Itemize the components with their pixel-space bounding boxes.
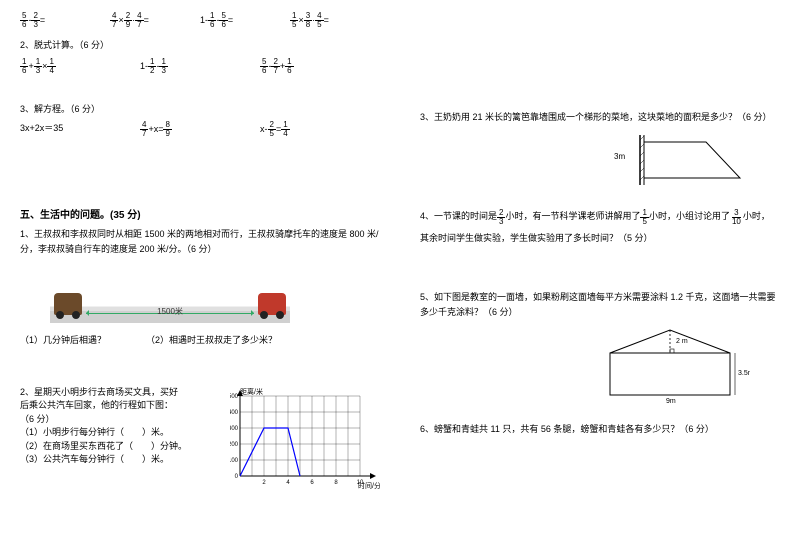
bicycle-icon xyxy=(54,293,82,315)
svg-text:200: 200 xyxy=(230,442,239,448)
q2-line4: （1）小明步行每分钟行（ ）米。 xyxy=(20,426,224,440)
q2-line5: （2）在商场里买东西花了（ ）分钟。 xyxy=(20,440,224,454)
svg-text:9m: 9m xyxy=(666,398,676,405)
svg-text:300: 300 xyxy=(230,426,239,432)
question-4-l2: 其余时间学生做实验，学生做实验用了多长时间？（5 分） xyxy=(420,232,780,245)
chart-xlabel: 时间/分 xyxy=(358,481,380,490)
expr-2c: 56-27+16 xyxy=(260,58,380,75)
svg-text:0: 0 xyxy=(235,474,239,480)
question-2-text: 2、星期天小明步行去商场买文具，买好 后乘公共汽车回家，他的行程如下图： （6 … xyxy=(20,386,224,467)
svg-text:100: 100 xyxy=(230,458,239,464)
q2-line6: （3）公共汽车每分钟行（ ）米。 xyxy=(20,453,224,467)
expr-1b: 47×29·47= xyxy=(110,12,200,29)
expr-3b: 47+x=89 xyxy=(140,121,260,138)
heading-calc-3: 3、解方程。（6 分） xyxy=(20,103,380,116)
calc-row-2: 16+13×14 1-12-13 56-27+16 xyxy=(20,58,380,75)
expr-3c: x-25=14 xyxy=(260,121,380,138)
q2-line2: 后乘公共汽车回家，他的行程如下图： xyxy=(20,399,224,413)
question-1-sub: （1）几分钟后相遇？ （2）相遇时王叔叔走了多少米？ xyxy=(20,333,380,346)
question-6: 6、螃蟹和青蛙共 11 只，共有 56 条腿，螃蟹和青蛙各有多少只？（6 分） xyxy=(420,423,780,436)
svg-text:2: 2 xyxy=(262,480,266,486)
svg-text:3.5m: 3.5m xyxy=(738,370,750,377)
expr-2a: 16+13×14 xyxy=(20,58,140,75)
trap-height-label: 3m xyxy=(614,152,625,161)
question-5: 5、如下图是教室的一面墙，如果粉刷这面墙每平方米需要涂料 1.2 千克，这面墙一… xyxy=(420,290,780,319)
calc-row-3: 3x+2x＝35 47+x=89 x-25=14 xyxy=(20,121,380,138)
expr-1d: 15×38·45= xyxy=(290,12,380,29)
question-3: 3、王奶奶用 21 米长的篱笆靠墙围成一个梯形的菜地，这块菜地的面积是多少？（6… xyxy=(420,110,780,124)
svg-text:8: 8 xyxy=(334,480,338,486)
expr-3a: 3x+2x＝35 xyxy=(20,121,140,138)
question-1a: （1）几分钟后相遇？ xyxy=(20,333,106,346)
right-column: 3、王奶奶用 21 米长的篱笆靠墙围成一个梯形的菜地，这块菜地的面积是多少？（6… xyxy=(400,12,780,536)
q2-line1: 2、星期天小明步行去商场买文具，买好 xyxy=(20,386,224,400)
calc-row-1: 56-23= 47×29·47= 1-16-56= 15×38·45= xyxy=(20,12,380,29)
distance-time-chart: 距离/米 0100200300400500 246810 时间/分 xyxy=(230,386,380,496)
section-5-title: 五、生活中的问题。(35 分) xyxy=(20,206,380,221)
motorcycle-icon xyxy=(258,293,286,315)
chart-line xyxy=(240,428,300,476)
question-1b: （2）相遇时王叔叔走了多少米？ xyxy=(146,333,277,346)
question-4: 4、一节课的时间是23小时，有一节科学课老师讲解用了15小时，小组讨论用了310… xyxy=(420,208,780,225)
svg-text:6: 6 xyxy=(310,480,314,486)
svg-text:400: 400 xyxy=(230,410,239,416)
svg-text:4: 4 xyxy=(286,480,290,486)
question-1: 1、王叔叔和李叔叔同时从相距 1500 米的两地相对而行，王叔叔骑摩托车的速度是… xyxy=(20,227,380,256)
bike-illustration: 1500米 xyxy=(50,268,290,323)
expr-1a: 56-23= xyxy=(20,12,110,29)
distance-label: 1500米 xyxy=(157,306,183,317)
question-2-block: 2、星期天小明步行去商场买文具，买好 后乘公共汽车回家，他的行程如下图： （6 … xyxy=(20,386,380,496)
wall-figure: 2 m 3.5m 9m xyxy=(590,325,750,405)
chart-ylabel: 距离/米 xyxy=(240,387,263,396)
trapezoid-figure: 3m xyxy=(610,130,750,190)
left-column: 56-23= 47×29·47= 1-16-56= 15×38·45= 2、脱式… xyxy=(20,12,400,536)
heading-calc-2: 2、脱式计算。（6 分） xyxy=(20,39,380,52)
expr-1c: 1-16-56= xyxy=(200,12,290,29)
chart-grid xyxy=(240,396,360,476)
expr-2b: 1-12-13 xyxy=(140,58,260,75)
q2-line3: （6 分） xyxy=(20,413,224,427)
svg-text:500: 500 xyxy=(230,394,239,400)
svg-text:2 m: 2 m xyxy=(676,338,688,345)
